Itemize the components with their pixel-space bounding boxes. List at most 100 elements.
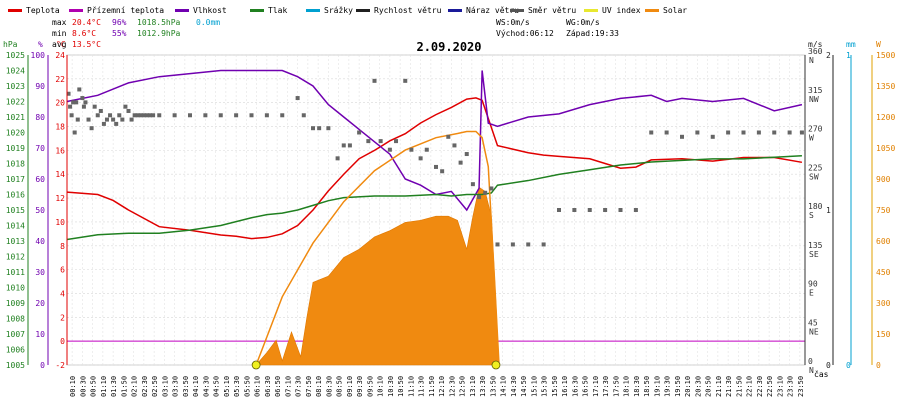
direction-tick-label: S — [809, 211, 814, 220]
hpa-tick-label: 1008 — [6, 315, 25, 324]
time-tick-label: 23:30 — [787, 376, 795, 397]
wind-direction-dot — [409, 147, 414, 152]
time-tick-label: 04:50 — [213, 376, 221, 397]
wind-direction-dot — [741, 130, 746, 135]
axes: 1005100610071008100910101011101210131014… — [3, 40, 895, 397]
wind-direction-dot — [464, 152, 469, 157]
wind-direction-dot — [104, 117, 109, 122]
direction-tick-degree: 0 — [808, 357, 813, 366]
degc-tick-label: 0 — [60, 337, 65, 346]
w-tick-label: 450 — [876, 268, 891, 277]
wind-direction-dot — [495, 242, 500, 247]
wind-direction-dots — [66, 78, 804, 247]
pct-tick-label: 20 — [35, 299, 45, 308]
wind-direction-dot — [649, 130, 654, 135]
wind-direction-dot — [72, 130, 77, 135]
wind-direction-dot — [249, 113, 254, 118]
degc-tick-label: 14 — [55, 170, 65, 179]
time-tick-label: 19:50 — [674, 376, 682, 397]
time-tick-label: 00:50 — [90, 376, 98, 397]
time-tick-label: 05:30 — [233, 376, 241, 397]
time-tick-label: 13:50 — [489, 376, 497, 397]
wind-direction-dot — [335, 156, 340, 161]
time-tick-label: 06:30 — [264, 376, 272, 397]
time-tick-label: 13:10 — [469, 376, 477, 397]
wind-direction-dot — [452, 143, 457, 148]
time-tick-label: 22:30 — [756, 376, 764, 397]
legend-label: Rychlost větru — [374, 6, 442, 15]
time-tick-label: 02:30 — [141, 376, 149, 397]
direction-tick-degree: 270 — [808, 125, 823, 134]
degc-tick-label: 2 — [60, 313, 65, 322]
wind-direction-dot — [172, 113, 177, 118]
wind-direction-dot — [756, 130, 761, 135]
wind-direction-dot — [418, 156, 423, 161]
stats-max-label: max — [52, 18, 67, 27]
legend-label: Teplota — [26, 6, 60, 15]
ms-unit-label: m/s — [808, 40, 823, 49]
wind-direction-dot — [483, 190, 488, 195]
legend-label: Vlhkost — [193, 6, 227, 15]
w-tick-label: 600 — [876, 237, 891, 246]
wind-direction-dot — [69, 113, 74, 118]
time-tick-label: 19:10 — [653, 376, 661, 397]
wind-direction-dot — [572, 208, 577, 212]
ms-tick-label: 0 — [826, 361, 831, 370]
time-tick-label: 03:30 — [172, 376, 180, 397]
stats-avg-temp: 13.5°C — [72, 40, 101, 49]
time-tick-label: 10:10 — [377, 376, 385, 397]
wind-direction-dot — [135, 113, 140, 118]
hpa-tick-label: 1005 — [6, 361, 25, 370]
wind-direction-dot — [129, 117, 134, 122]
time-tick-label: 14:10 — [500, 376, 508, 397]
hpa-tick-label: 1014 — [6, 222, 25, 231]
stats-avg-label: avg — [52, 40, 67, 49]
direction-tick-degree: 90 — [808, 280, 818, 289]
w-tick-label: 1350 — [876, 82, 895, 91]
chart-extras — [251, 360, 501, 370]
time-tick-label: 00:10 — [69, 376, 77, 397]
wind-direction-dot — [95, 113, 100, 118]
time-tick-label: 07:30 — [295, 376, 303, 397]
hpa-tick-label: 1009 — [6, 299, 25, 308]
wind-direction-dot — [394, 139, 399, 144]
hpa-tick-label: 1021 — [6, 113, 25, 122]
direction-tick-label: SE — [809, 250, 819, 259]
wind-direction-dot — [587, 208, 592, 212]
pct-tick-label: 90 — [35, 82, 45, 91]
degc-tick-label: 20 — [55, 99, 65, 108]
time-tick-label: 03:10 — [161, 376, 169, 397]
wind-direction-dot — [108, 113, 113, 118]
time-tick-label: 13:30 — [479, 376, 487, 397]
time-tick-label: 12:30 — [448, 376, 456, 397]
pct-tick-label: 70 — [35, 144, 45, 153]
degc-tick-label: 22 — [55, 75, 65, 84]
time-tick-label: 05:10 — [223, 376, 231, 397]
hpa-tick-label: 1020 — [6, 129, 25, 138]
wind-direction-dot — [787, 130, 792, 135]
direction-tick-degree: 180 — [808, 202, 823, 211]
pct-tick-label: 100 — [31, 51, 46, 60]
hpa-tick-label: 1010 — [6, 284, 25, 293]
direction-tick-label: N — [809, 56, 814, 65]
series-line-tlak — [66, 155, 802, 241]
legend: Teplota Přízemní teplota Vlhkost Tlak Srážky… — [8, 6, 687, 15]
pct-tick-label: 40 — [35, 237, 45, 246]
wind-direction-dot — [81, 104, 86, 109]
wind-direction-dot — [68, 104, 73, 109]
wind-direction-dot — [117, 113, 122, 118]
wind-direction-dot — [603, 208, 608, 212]
direction-tick-degree: 315 — [808, 86, 823, 95]
wind-direction-dot — [664, 130, 669, 135]
direction-tick-label: W — [809, 134, 814, 143]
degc-tick-label: 24 — [55, 51, 65, 60]
wind-direction-dot — [347, 143, 352, 148]
wind-direction-dot — [89, 126, 94, 131]
legend-swatch — [356, 9, 370, 12]
hpa-tick-label: 1013 — [6, 237, 25, 246]
wind-direction-dot — [726, 130, 731, 135]
time-tick-label: 10:30 — [387, 376, 395, 397]
wind-direction-dot — [633, 208, 638, 212]
solar-area-fill — [255, 186, 500, 366]
